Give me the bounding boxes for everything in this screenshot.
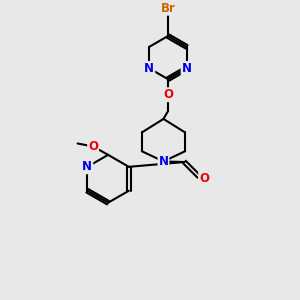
- Text: Br: Br: [160, 2, 175, 15]
- Text: N: N: [82, 160, 92, 173]
- Text: O: O: [163, 88, 173, 101]
- Text: N: N: [158, 155, 169, 168]
- Text: N: N: [182, 62, 192, 75]
- Text: O: O: [199, 172, 209, 185]
- Text: O: O: [88, 140, 98, 153]
- Text: N: N: [144, 62, 154, 75]
